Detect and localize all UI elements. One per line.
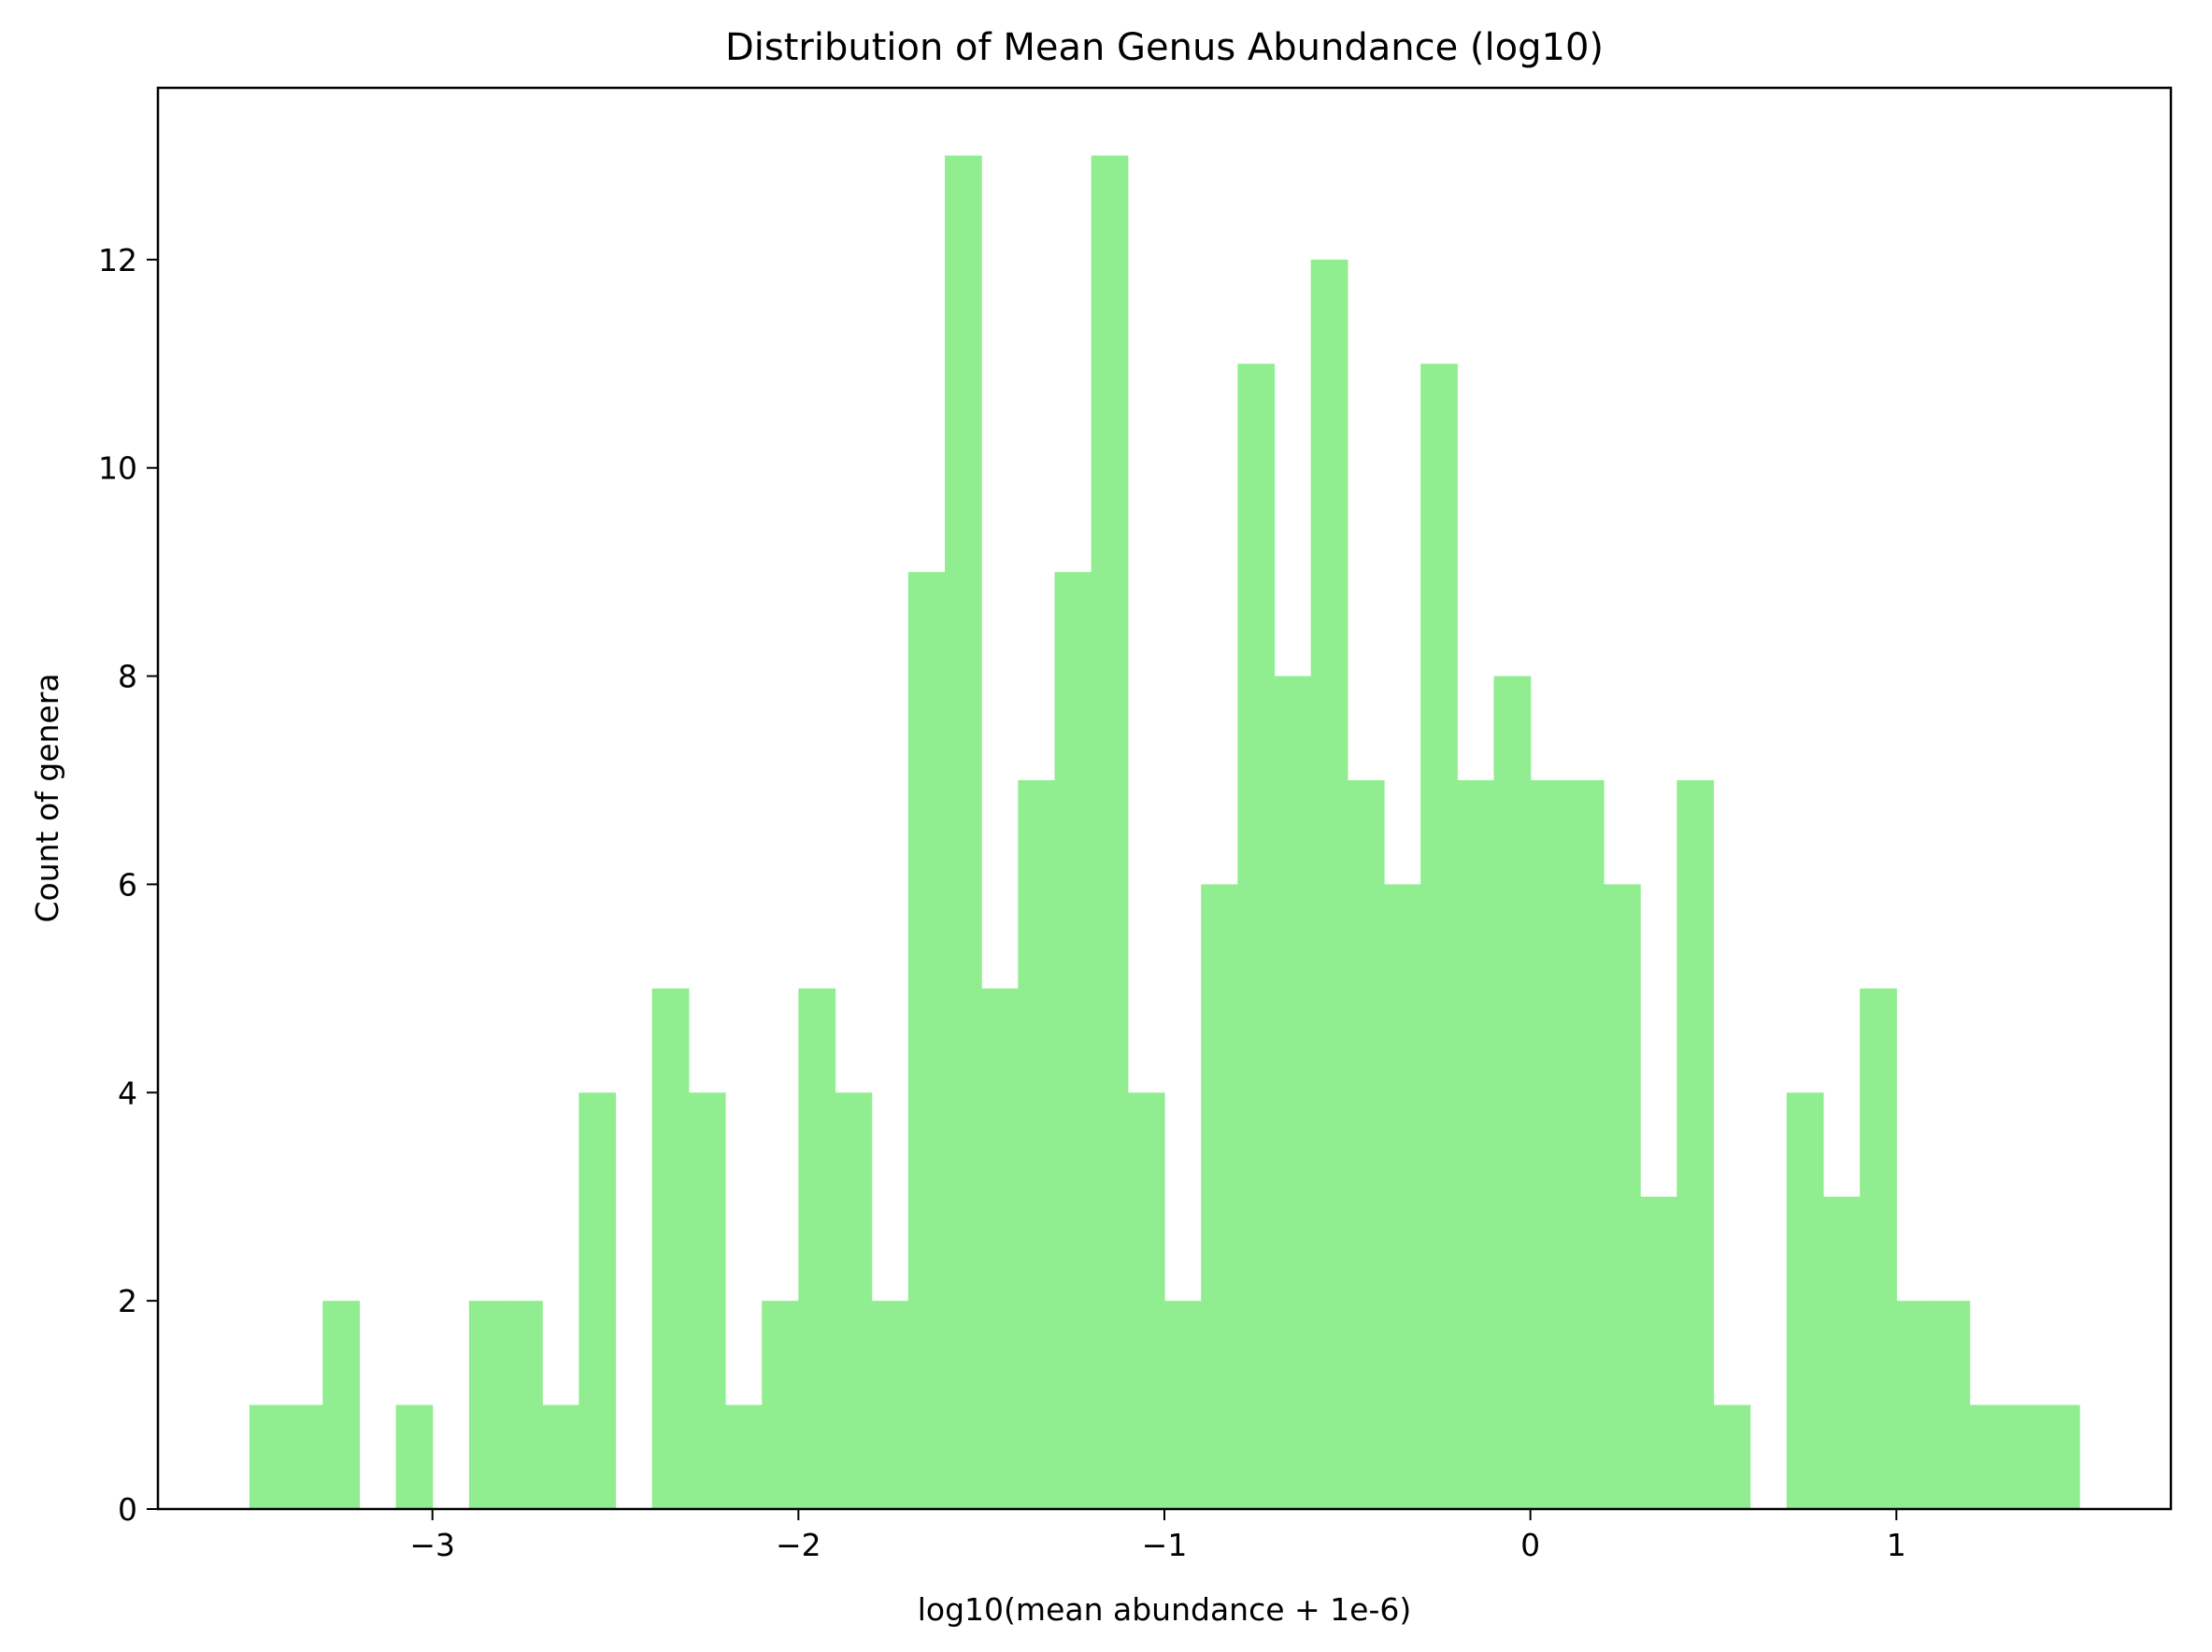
histogram-bar bbox=[1164, 1301, 1202, 1509]
histogram-bar bbox=[1566, 780, 1605, 1509]
y-axis-label: Count of genera bbox=[29, 673, 65, 922]
histogram-bar bbox=[322, 1301, 360, 1509]
histogram-bar bbox=[651, 988, 690, 1509]
histogram-bar bbox=[1493, 676, 1532, 1509]
y-tick-label: 12 bbox=[98, 242, 137, 278]
histogram-bar bbox=[542, 1404, 579, 1509]
histogram-bar bbox=[1969, 1404, 2007, 1509]
y-tick-label: 0 bbox=[118, 1491, 137, 1528]
histogram-bar bbox=[1933, 1301, 1971, 1509]
histogram-bar bbox=[2005, 1404, 2044, 1509]
histogram-bar bbox=[506, 1301, 543, 1509]
histogram-bar bbox=[798, 988, 836, 1509]
histogram-bar bbox=[1127, 1092, 1165, 1509]
histogram-bar bbox=[1201, 884, 1238, 1509]
histogram-bar bbox=[1274, 676, 1312, 1509]
histogram-bar bbox=[1603, 884, 1641, 1509]
histogram-bar bbox=[1054, 572, 1092, 1509]
histogram-bar bbox=[945, 155, 982, 1509]
histogram-bar bbox=[725, 1404, 763, 1509]
x-tick-label: −3 bbox=[409, 1527, 455, 1563]
histogram-bar bbox=[395, 1404, 434, 1509]
histogram-bar bbox=[1237, 363, 1276, 1510]
x-axis-label: log10(mean abundance + 1e-6) bbox=[918, 1591, 1411, 1628]
histogram-bar bbox=[1420, 363, 1458, 1510]
histogram-bar bbox=[1310, 259, 1349, 1509]
histogram-bar bbox=[1640, 1196, 1677, 1509]
x-tick-label: −1 bbox=[1142, 1527, 1188, 1563]
histogram-bar bbox=[468, 1301, 507, 1509]
histogram-bar bbox=[1383, 884, 1421, 1509]
x-tick-label: −2 bbox=[776, 1527, 821, 1563]
histogram-bar bbox=[1347, 780, 1385, 1509]
x-tick-label: 1 bbox=[1887, 1527, 1906, 1563]
histogram-bar bbox=[1530, 780, 1568, 1509]
histogram-bar bbox=[1786, 1092, 1824, 1509]
y-tick-label: 4 bbox=[118, 1075, 137, 1111]
histogram-bar bbox=[1822, 1196, 1861, 1509]
y-tick-label: 2 bbox=[118, 1283, 137, 1319]
y-tick-label: 10 bbox=[98, 450, 137, 487]
histogram-bar bbox=[1091, 155, 1129, 1509]
histogram-bars bbox=[249, 155, 2080, 1510]
histogram-bar bbox=[1896, 1301, 1934, 1509]
histogram-bar bbox=[762, 1301, 799, 1509]
histogram-bar bbox=[1457, 780, 1495, 1509]
histogram-bar bbox=[249, 1404, 287, 1509]
histogram-bar bbox=[2042, 1404, 2080, 1509]
chart-title: Distribution of Mean Genus Abundance (lo… bbox=[725, 26, 1604, 69]
histogram-bar bbox=[981, 988, 1019, 1509]
histogram-bar bbox=[1018, 780, 1056, 1509]
y-tick-label: 6 bbox=[118, 866, 137, 903]
histogram-bar bbox=[1713, 1404, 1751, 1509]
histogram-bar bbox=[871, 1301, 909, 1509]
x-axis-ticks: −3 −2 −1 0 1 bbox=[409, 1509, 1906, 1563]
histogram-bar bbox=[907, 572, 946, 1509]
y-axis-ticks: 0 2 4 6 8 10 12 bbox=[98, 242, 158, 1528]
histogram-bar bbox=[1860, 988, 1897, 1509]
histogram-bar bbox=[835, 1092, 873, 1509]
histogram-bar bbox=[1677, 780, 1715, 1509]
x-tick-label: 0 bbox=[1520, 1527, 1540, 1563]
histogram-bar bbox=[286, 1404, 323, 1509]
y-tick-label: 8 bbox=[118, 659, 137, 695]
histogram-bar bbox=[578, 1092, 617, 1509]
histogram-bar bbox=[688, 1092, 726, 1509]
